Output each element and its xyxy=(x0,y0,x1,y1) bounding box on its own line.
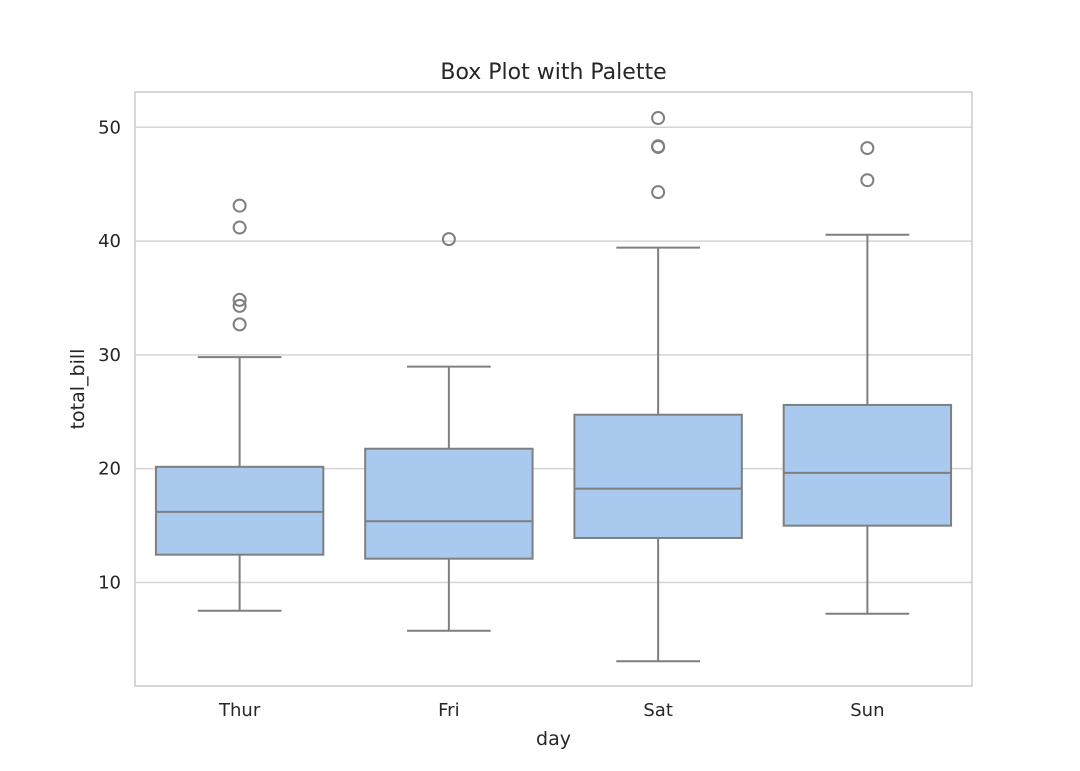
y-tick-label: 20 xyxy=(98,459,121,480)
outlier-point xyxy=(232,220,247,235)
y-tick-label: 50 xyxy=(98,117,121,138)
x-tick-label: Sat xyxy=(643,700,673,721)
iqr-box xyxy=(364,447,534,560)
y-tick-label: 30 xyxy=(98,345,121,366)
outlier-point xyxy=(232,198,247,213)
tick-labels: 10 20 30 40 50 Thur Fri Sat Sun xyxy=(98,117,884,721)
box-series xyxy=(154,111,953,663)
chart-title: Box Plot with Palette xyxy=(440,60,666,85)
iqr-box xyxy=(782,403,953,527)
y-tick-label: 40 xyxy=(98,231,121,252)
outlier-point xyxy=(860,141,875,156)
x-tick-label: Fri xyxy=(438,700,459,721)
outlier-point xyxy=(232,292,247,307)
x-tick-label: Sun xyxy=(850,700,884,721)
outlier-point xyxy=(651,139,666,154)
x-tick-label: Thur xyxy=(218,700,261,721)
y-tick-label: 10 xyxy=(98,572,121,593)
outlier-point xyxy=(651,185,666,200)
y-axis-title: total_bill xyxy=(67,349,89,430)
box-group-sat xyxy=(573,111,743,663)
outlier-point xyxy=(232,317,247,332)
outlier-point xyxy=(651,111,666,126)
iqr-box xyxy=(573,413,743,539)
box-group-thur xyxy=(154,198,325,612)
box-group-sun xyxy=(782,141,953,615)
outlier-point xyxy=(232,298,247,313)
x-axis-title: day xyxy=(536,728,571,750)
outlier-point xyxy=(441,232,456,247)
outlier-point xyxy=(860,173,875,188)
box-group-fri xyxy=(364,232,534,632)
plot-area-frame xyxy=(134,91,973,687)
iqr-box xyxy=(154,465,325,556)
